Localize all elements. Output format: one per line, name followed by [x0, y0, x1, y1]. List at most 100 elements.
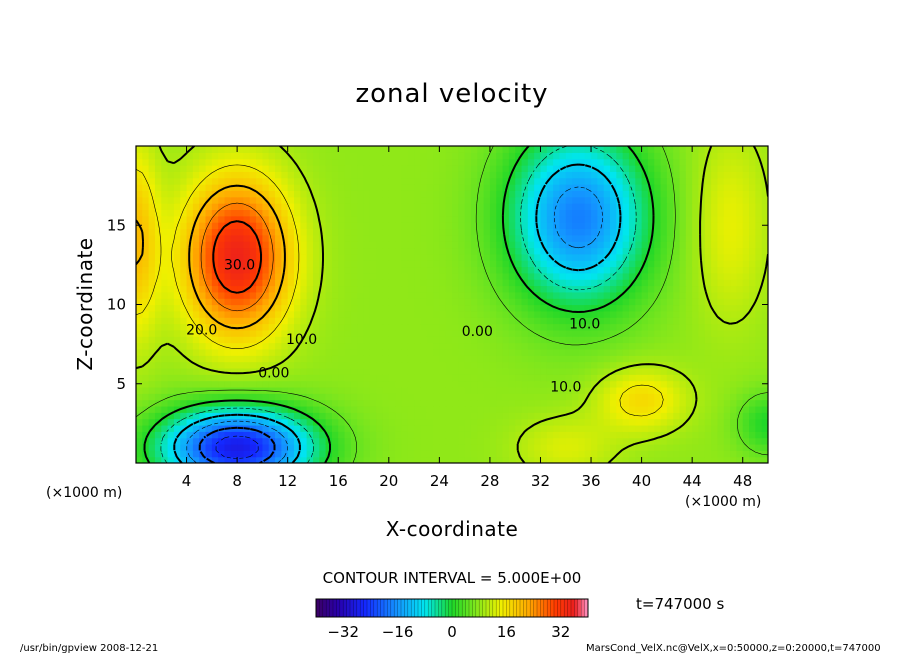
heatmap-cell	[211, 374, 219, 382]
heatmap-cell	[369, 291, 377, 299]
heatmap-cell	[154, 424, 162, 432]
heatmap-cell	[439, 380, 447, 388]
heatmap-cell	[622, 393, 630, 401]
heatmap-cell	[287, 253, 295, 261]
heatmap-cell	[540, 317, 548, 325]
heatmap-cell	[559, 260, 567, 268]
heatmap-cell	[344, 424, 352, 432]
heatmap-cell	[559, 203, 567, 210]
heatmap-cell	[300, 253, 308, 261]
heatmap-cell	[692, 336, 700, 344]
heatmap-cell	[420, 171, 428, 179]
heatmap-cell	[224, 165, 232, 172]
heatmap-cell	[742, 386, 750, 394]
heatmap-cell	[275, 437, 282, 445]
heatmap-cell	[692, 304, 700, 312]
heatmap-cell	[572, 241, 579, 249]
heatmap-cell	[205, 209, 213, 217]
heatmap-cell	[306, 355, 314, 363]
heatmap-cell	[136, 431, 143, 439]
heatmap-cell	[730, 279, 737, 287]
heatmap-cell	[654, 241, 662, 249]
heatmap-cell	[616, 450, 624, 458]
heatmap-cell	[692, 196, 700, 204]
heatmap-cell	[483, 247, 491, 255]
heatmap-cell	[717, 190, 725, 198]
heatmap-cell	[717, 171, 725, 179]
heatmap-cell	[312, 152, 320, 160]
heatmap-cell	[350, 222, 358, 230]
heatmap-cell	[186, 450, 194, 458]
heatmap-cell	[186, 304, 194, 312]
heatmap-cell	[685, 367, 693, 375]
heatmap-cell	[559, 329, 567, 337]
heatmap-cell	[319, 158, 327, 166]
heatmap-cell	[287, 342, 295, 350]
heatmap-cell	[635, 146, 643, 153]
heatmap-cell	[527, 291, 535, 299]
heatmap-cell	[294, 184, 301, 191]
heatmap-cell	[546, 393, 554, 401]
heatmap-cell	[344, 209, 352, 217]
heatmap-cell	[325, 342, 333, 350]
heatmap-cell	[704, 190, 712, 198]
heatmap-cell	[395, 266, 403, 274]
heatmap-cell	[357, 190, 365, 198]
heatmap-cell	[205, 184, 213, 191]
heatmap-cell	[749, 253, 756, 261]
heatmap-cell	[470, 412, 478, 420]
heatmap-cell	[730, 348, 737, 356]
heatmap-cell	[572, 152, 579, 160]
heatmap-cell	[433, 456, 440, 463]
heatmap-cell	[742, 443, 750, 451]
heatmap-cell	[224, 304, 232, 312]
heatmap-cell	[306, 215, 314, 223]
heatmap-cell	[369, 241, 377, 249]
heatmap-cell	[572, 348, 579, 356]
heatmap-cell	[584, 412, 592, 420]
heatmap-cell	[148, 399, 156, 407]
heatmap-cell	[597, 393, 605, 401]
heatmap-cell	[654, 412, 662, 420]
heatmap-cell	[742, 234, 750, 242]
heatmap-cell	[205, 215, 213, 223]
heatmap-cell	[230, 418, 238, 426]
heatmap-cell	[736, 310, 744, 318]
heatmap-cell	[458, 234, 466, 242]
heatmap-cell	[660, 298, 668, 306]
heatmap-cell	[180, 412, 188, 420]
heatmap-cell	[199, 386, 207, 394]
heatmap-cell	[704, 146, 712, 153]
heatmap-cell	[300, 424, 308, 432]
heatmap-cell	[173, 203, 181, 210]
heatmap-cell	[312, 234, 320, 242]
heatmap-cell	[622, 266, 630, 274]
heatmap-cell	[331, 456, 339, 463]
heatmap-cell	[382, 241, 390, 249]
heatmap-cell	[679, 228, 687, 236]
heatmap-cell	[186, 374, 194, 382]
heatmap-cell	[357, 386, 365, 394]
heatmap-cell	[584, 272, 592, 280]
heatmap-cell	[603, 228, 611, 236]
heatmap-cell	[628, 285, 636, 293]
heatmap-cell	[319, 228, 327, 236]
heatmap-cell	[730, 209, 737, 217]
heatmap-cell	[711, 253, 719, 261]
heatmap-cell	[180, 171, 188, 179]
heatmap-cell	[294, 450, 301, 458]
heatmap-cell	[666, 456, 674, 463]
heatmap-cell	[546, 158, 554, 166]
heatmap-cell	[742, 184, 750, 191]
heatmap-cell	[540, 450, 548, 458]
heatmap-cell	[477, 234, 485, 242]
heatmap-cell	[572, 272, 579, 280]
heatmap-cell	[312, 222, 320, 230]
heatmap-cell	[666, 190, 674, 198]
heatmap-cell	[338, 171, 346, 179]
heatmap-cell	[641, 266, 649, 274]
heatmap-cell	[395, 342, 403, 350]
heatmap-cell	[237, 431, 245, 439]
heatmap-cell	[464, 348, 472, 356]
heatmap-cell	[572, 146, 579, 153]
